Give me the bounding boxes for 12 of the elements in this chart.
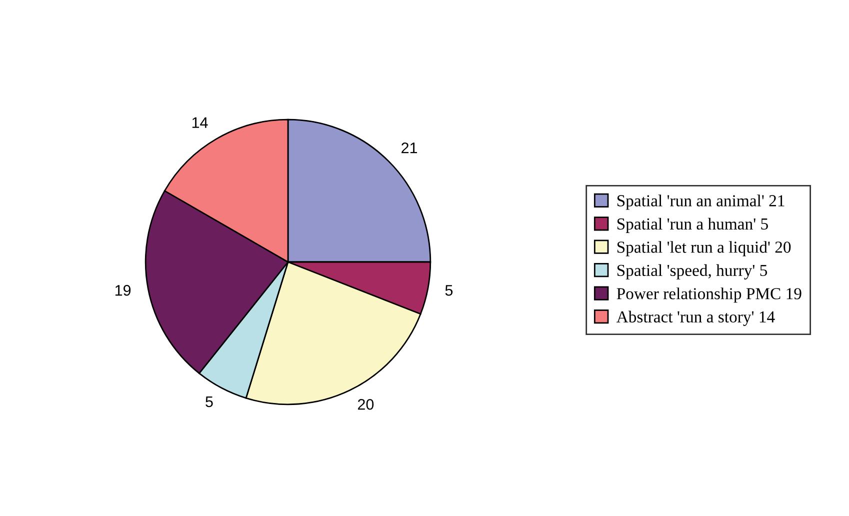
- data-label: 14: [192, 117, 208, 128]
- legend-label: Power relationship PMC 19: [616, 288, 802, 303]
- legend-label: Spatial 'speed, hurry' 5: [617, 264, 768, 280]
- data-label: 5: [206, 396, 213, 408]
- data-label: 5: [445, 285, 453, 296]
- data-label: 20: [358, 398, 374, 410]
- legend-label: Abstract 'run a story' 14: [616, 310, 775, 326]
- legend-label: Spatial 'run an animal' 21: [617, 194, 784, 210]
- legend-label: Spatial 'run a human' 5: [617, 218, 768, 233]
- data-label: 21: [402, 142, 418, 154]
- legend-label: Spatial 'let run a liquid' 20: [617, 241, 791, 256]
- data-label: 19: [115, 284, 131, 296]
